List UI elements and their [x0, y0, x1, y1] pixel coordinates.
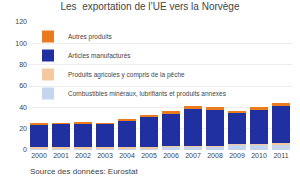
svg-text:2011: 2011	[273, 152, 288, 159]
svg-text:120: 120	[15, 18, 27, 25]
svg-text:80: 80	[19, 61, 27, 68]
svg-text:Source des données: Eurostat: Source des données: Eurostat	[30, 167, 138, 176]
svg-text:2003: 2003	[97, 152, 113, 159]
svg-text:2008: 2008	[207, 152, 223, 159]
svg-text:Combustibles minéraux, lubrifi: Combustibles minéraux, lubrifiants et pr…	[68, 90, 227, 98]
svg-text:2001: 2001	[53, 152, 69, 159]
svg-text:2000: 2000	[31, 152, 47, 159]
svg-text:Produits agricoles y compris d: Produits agricoles y compris de la pêche	[68, 71, 185, 79]
svg-text:60: 60	[19, 82, 27, 89]
svg-text:0: 0	[23, 146, 27, 153]
svg-text:40: 40	[19, 104, 27, 111]
svg-text:Articles manufacturés: Articles manufacturés	[68, 52, 131, 59]
svg-text:2009: 2009	[229, 152, 245, 159]
svg-text:100: 100	[15, 40, 27, 47]
svg-text:2010: 2010	[251, 152, 267, 159]
svg-text:2007: 2007	[185, 152, 201, 159]
svg-text:20: 20	[19, 125, 27, 132]
svg-text:2006: 2006	[163, 152, 179, 159]
svg-text:2002: 2002	[75, 152, 91, 159]
svg-text:2004: 2004	[119, 152, 135, 159]
svg-text:2005: 2005	[141, 152, 157, 159]
svg-text:Autres produits: Autres produits	[68, 33, 112, 41]
svg-text:Les exportation de l’UE vers: Les exportation de l’UE vers la Norvège	[61, 1, 240, 12]
